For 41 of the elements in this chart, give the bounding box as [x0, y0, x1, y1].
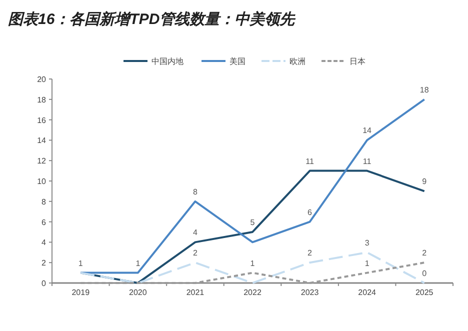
data-label: 0: [422, 269, 428, 278]
y-tick-label: 6: [42, 218, 47, 227]
x-tick-label: 2020: [129, 288, 148, 297]
x-tick-label: 2019: [72, 288, 90, 297]
data-label: 5: [250, 218, 256, 227]
y-tick-label: 8: [42, 197, 47, 206]
data-label: 3: [364, 238, 370, 248]
data-label: 2: [308, 248, 313, 258]
data-label: 18: [420, 85, 430, 94]
data-label: 1: [78, 258, 84, 268]
data-label: 14: [362, 126, 372, 136]
legend-label: 欧洲: [290, 57, 306, 66]
legend-label: 美国: [230, 57, 246, 66]
y-tick-label: 14: [37, 136, 47, 146]
legend-label: 中国内地: [152, 57, 184, 66]
legend-label: 日本: [350, 57, 366, 66]
y-tick-label: 20: [37, 75, 47, 84]
data-label: 8: [192, 187, 198, 196]
x-tick-label: 2025: [415, 288, 434, 297]
x-tick-label: 2021: [186, 288, 205, 297]
data-label: 1: [364, 258, 370, 268]
title: 图表16：各国新增TPD管线数量：中美领先: [8, 11, 295, 28]
y-tick-label: 2: [42, 258, 47, 268]
y-tick-label: 10: [37, 177, 47, 186]
y-tick-label: 4: [42, 238, 47, 248]
data-label: 1: [250, 258, 256, 268]
data-label: 11: [306, 156, 314, 166]
data-label: 9: [422, 177, 428, 186]
data-label: 6: [308, 208, 313, 217]
data-label: 4: [192, 228, 198, 238]
y-tick-label: 0: [42, 279, 47, 288]
y-tick-label: 18: [37, 95, 47, 104]
x-tick-label: 2023: [300, 288, 320, 297]
y-tick-label: 16: [37, 116, 47, 125]
x-tick-label: 2022: [244, 288, 262, 297]
y-tick-label: 12: [37, 156, 47, 166]
data-label: 2: [192, 248, 198, 258]
x-tick-label: 2024: [358, 288, 377, 297]
data-label: 1: [136, 258, 141, 268]
data-label: 2: [422, 248, 428, 258]
data-label: 11: [362, 156, 372, 166]
